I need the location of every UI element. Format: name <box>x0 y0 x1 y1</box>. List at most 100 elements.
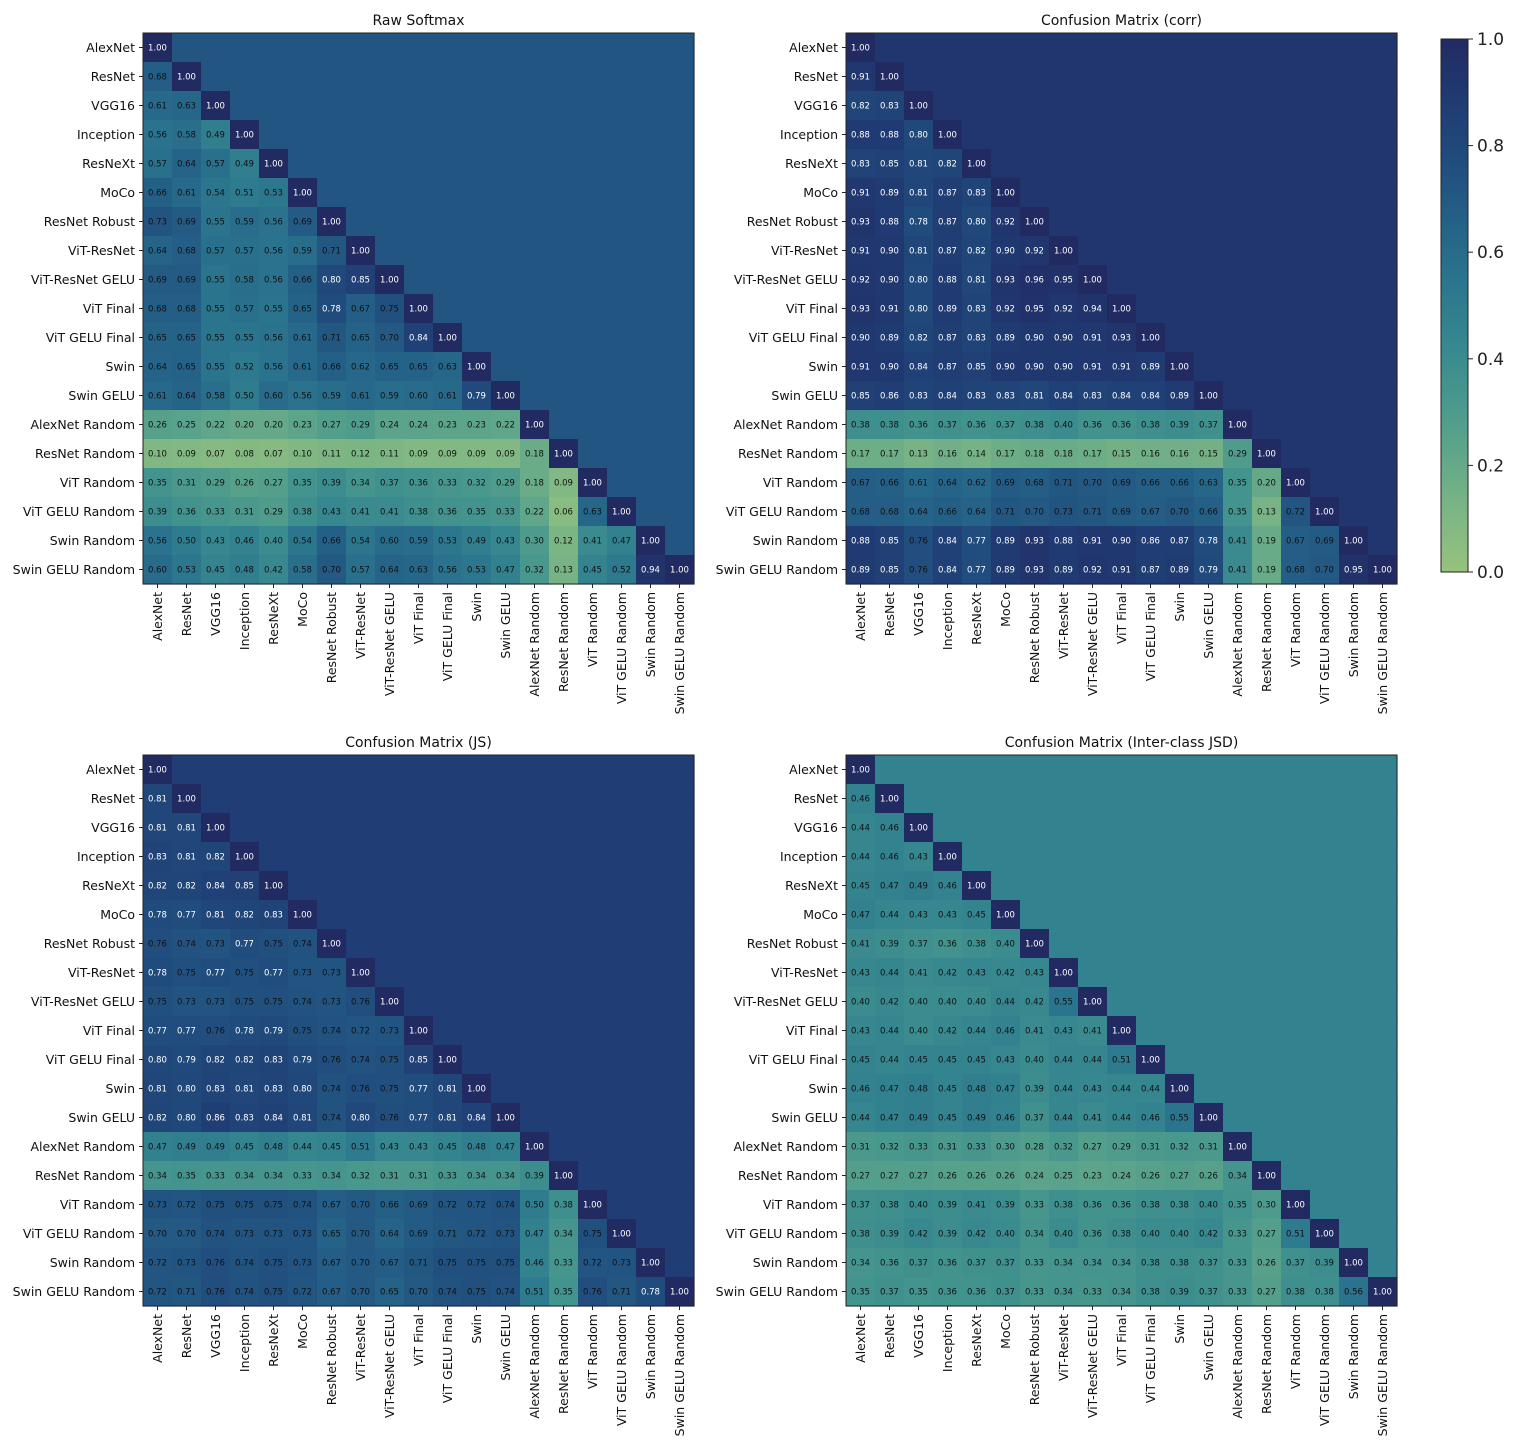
heatmap-cell <box>317 323 347 353</box>
heatmap-cell <box>1078 468 1108 498</box>
cell-value: 0.69 <box>1112 508 1131 518</box>
cell-value: 0.26 <box>1199 1172 1218 1182</box>
heatmap-cell <box>665 1161 695 1191</box>
heatmap-cell <box>933 871 963 901</box>
heatmap-cell <box>317 1016 347 1046</box>
heatmap-cell <box>607 149 637 179</box>
heatmap-cell <box>846 1132 876 1162</box>
heatmap-cell <box>433 958 463 988</box>
heatmap-cell <box>607 178 637 208</box>
cell-value: 0.27 <box>1170 1172 1189 1182</box>
heatmap-cell <box>1252 871 1282 901</box>
cell-value: 0.75 <box>380 1085 399 1095</box>
heatmap-cell <box>1049 755 1079 785</box>
heatmap-cell <box>1339 555 1369 585</box>
heatmap-cell <box>607 1016 637 1046</box>
cell-value: 0.51 <box>1286 1230 1305 1240</box>
heatmap-cell <box>1165 1074 1195 1104</box>
cell-value: 0.38 <box>1170 1259 1189 1269</box>
heatmap-cell <box>1078 1161 1108 1191</box>
heatmap-cell <box>1281 1103 1311 1133</box>
heatmap-cell <box>636 439 666 469</box>
x-tick-label: AlexNet <box>853 592 868 641</box>
cell-value: 0.38 <box>1170 1201 1189 1211</box>
cell-value: 0.89 <box>996 334 1015 344</box>
diagonal-label: 1.00 <box>1025 218 1044 228</box>
heatmap-cell <box>259 555 289 585</box>
heatmap-cell <box>1078 813 1108 843</box>
heatmap-cell <box>201 755 231 785</box>
cell-value: 0.15 <box>1112 450 1131 460</box>
cell-value: 0.80 <box>351 1114 370 1124</box>
heatmap-cell <box>933 1161 963 1191</box>
heatmap-cell <box>1281 929 1311 959</box>
cell-value: 0.36 <box>938 1288 957 1298</box>
heatmap-cell <box>462 1045 492 1075</box>
cell-value: 0.58 <box>293 566 312 576</box>
cell-value: 0.75 <box>148 998 167 1008</box>
heatmap-cell <box>404 178 434 208</box>
heatmap-cell <box>404 1132 434 1162</box>
diagonal-label: 1.00 <box>583 1201 602 1211</box>
heatmap-cell <box>962 323 992 353</box>
cell-value: 0.84 <box>1112 392 1131 402</box>
heatmap-cell <box>172 120 202 150</box>
heatmap-cell <box>143 842 173 872</box>
heatmap-cell <box>346 207 376 237</box>
heatmap-cell <box>1339 381 1369 411</box>
heatmap-cell <box>578 813 608 843</box>
heatmap-cell <box>904 265 934 295</box>
cell-value: 0.65 <box>177 334 196 344</box>
cell-value: 0.92 <box>1083 566 1102 576</box>
heatmap-cell <box>259 178 289 208</box>
cell-value: 0.40 <box>996 940 1015 950</box>
heatmap-cell <box>1020 813 1050 843</box>
panel-title: Confusion Matrix (corr) <box>1041 13 1202 29</box>
cell-value: 0.47 <box>612 537 631 547</box>
heatmap-cell <box>1194 842 1224 872</box>
heatmap-cell <box>578 62 608 92</box>
heatmap-cell <box>259 120 289 150</box>
heatmap-cell <box>904 784 934 814</box>
heatmap-cell <box>201 236 231 266</box>
heatmap-cell <box>375 149 405 179</box>
cell-value: 0.74 <box>206 1230 225 1240</box>
heatmap-cell <box>143 178 173 208</box>
cell-value: 0.55 <box>206 218 225 228</box>
heatmap-cell <box>578 784 608 814</box>
cell-value: 0.94 <box>1083 305 1102 315</box>
heatmap-cell <box>1049 929 1079 959</box>
x-tick-label: ResNeXt <box>266 592 281 645</box>
x-tick-label: ResNet Robust <box>1027 592 1042 683</box>
cell-value: 0.74 <box>177 940 196 950</box>
heatmap-cell <box>549 526 579 556</box>
heatmap-cell <box>904 755 934 785</box>
cell-value: 0.61 <box>351 392 370 402</box>
heatmap-cell <box>846 813 876 843</box>
heatmap-cell <box>933 381 963 411</box>
cell-value: 0.44 <box>1083 1056 1102 1066</box>
x-tick-label: ViT-ResNet GELU <box>1085 1314 1100 1418</box>
heatmap-cell <box>404 1277 434 1307</box>
cell-value: 0.69 <box>996 479 1015 489</box>
heatmap-cell <box>1368 410 1398 440</box>
heatmap-cell <box>846 784 876 814</box>
heatmap-cell <box>549 468 579 498</box>
heatmap-cell <box>1223 294 1253 324</box>
heatmap-cell <box>462 33 492 63</box>
heatmap-cell <box>1165 497 1195 527</box>
heatmap-cell <box>1136 526 1166 556</box>
heatmap-cell <box>1049 1132 1079 1162</box>
diagonal-label: 1.00 <box>322 940 341 950</box>
heatmap-cell <box>962 958 992 988</box>
heatmap-cell <box>1049 352 1079 382</box>
heatmap-cell <box>607 784 637 814</box>
cell-value: 0.83 <box>1083 392 1102 402</box>
x-tick-label: Swin Random <box>1346 1314 1361 1399</box>
cell-value: 0.84 <box>264 1114 283 1124</box>
heatmap-cell <box>991 1045 1021 1075</box>
heatmap-cell <box>1165 1277 1195 1307</box>
heatmap-cell <box>962 526 992 556</box>
y-tick-label: Swin GELU Random <box>716 562 838 577</box>
heatmap-cell <box>288 987 318 1017</box>
